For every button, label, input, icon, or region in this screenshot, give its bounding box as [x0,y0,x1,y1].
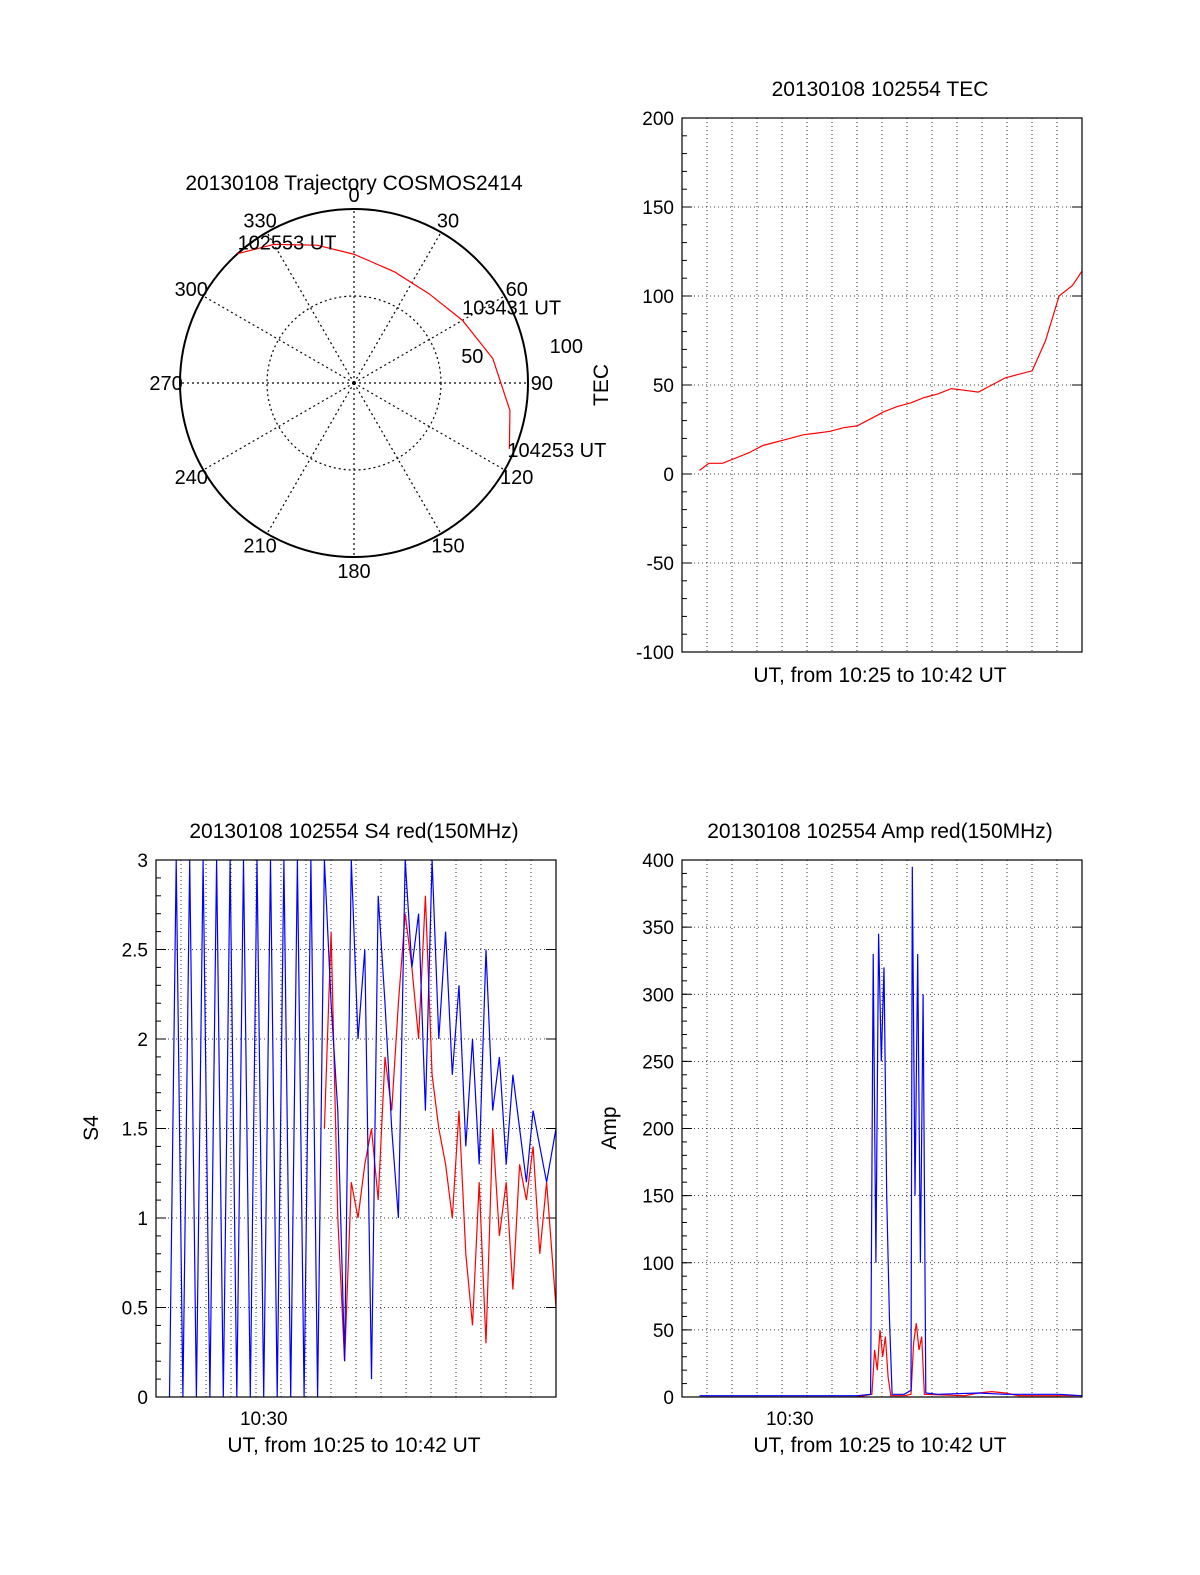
y-tick-label: -50 [647,554,674,575]
s4-title: 20130108 102554 S4 red(150MHz) [189,820,518,843]
polar-angle-label: 150 [431,536,464,558]
polar-angle-label: 210 [243,536,276,558]
x-tick-label: 10:30 [240,1409,288,1430]
y-tick-label: -100 [636,643,674,664]
y-tick-label: 50 [653,376,674,397]
polar-outer-ring [179,208,529,558]
trajectory-panel: 20130108 Trajectory COSMOS2414 0 30 60 90 12… [149,172,606,583]
polar-spoke [203,382,355,471]
polar-angle-label: 270 [149,373,182,395]
y-tick-label: 300 [642,985,674,1006]
y-tick-label: 150 [642,1187,674,1208]
polar-angle-label: 240 [175,467,208,489]
y-tick-label: 0.5 [122,1299,148,1320]
trajectory-title: 20130108 Trajectory COSMOS2414 [185,172,523,195]
s4-xlabel: UT, from 10:25 to 10:42 UT [227,1434,480,1457]
amp-plot-area: 0 50 100 150 200 250 300 350 400 10:30 [642,851,1083,1430]
polar-angle-label: 90 [531,373,553,395]
polar-angle-label: 30 [437,210,459,232]
s4-ylabel: S4 [80,1115,103,1141]
y-tick-label: 250 [642,1052,674,1073]
polar-angle-label: 300 [175,279,208,301]
y-tick-label: 150 [642,198,674,219]
red-series-line [699,270,1082,471]
polar-angle-label: 0 [348,185,359,207]
tec-plot-area: -100 -50 0 50 100 150 200 [636,109,1083,664]
polar-spoke [353,382,442,534]
polar-grid [179,208,529,558]
polar-angle-label: 60 [506,279,528,301]
plot-frame [681,859,1083,1398]
tec-ylabel: TEC [590,364,613,406]
polar-spoke [203,295,355,384]
y-tick-label: 100 [642,287,674,308]
y-tick-label: 0 [663,1388,674,1409]
polar-angle-label: 330 [243,210,276,232]
trajectory-annotation: 103431 UT [462,298,561,320]
y-tick-label: 1 [137,1209,148,1230]
trajectory-line [237,243,511,449]
plot-frame [681,117,1083,653]
y-tick-label: 1.5 [122,1120,148,1141]
y-tick-label: 400 [642,851,674,872]
amp-ylabel: Amp [598,1106,621,1149]
y-tick-label: 350 [642,918,674,939]
red-series-line [323,895,556,1362]
trajectory-annotation: 104253 UT [507,440,606,462]
y-tick-label: 100 [642,1254,674,1275]
tec-panel: 20130108 102554 TEC UT, from 10:25 to 10… [590,78,1083,687]
s4-panel: 20130108 102554 S4 red(150MHz) UT, from … [80,820,557,1457]
y-tick-label: 200 [642,1120,674,1141]
plot-frame [155,859,557,1398]
polar-spoke [353,295,505,384]
y-tick-label: 50 [653,1321,674,1342]
y-tick-label: 3 [137,851,148,872]
polar-spoke [266,382,355,534]
trajectory-annotation: 102553 UT [238,233,337,255]
polar-trajectory [237,243,511,449]
tec-title: 20130108 102554 TEC [772,78,989,101]
y-tick-label: 0 [663,465,674,486]
polar-spoke [266,232,355,384]
amp-title: 20130108 102554 Amp red(150MHz) [707,820,1053,843]
amp-panel: 20130108 102554 Amp red(150MHz) UT, from… [598,820,1083,1457]
s4-plot-area: 0 0.5 1 1.5 2 2.5 3 10:30 [122,851,557,1430]
blue-series-line [168,860,556,1397]
y-tick-label: 2 [137,1030,148,1051]
polar-angle-label: 120 [500,467,533,489]
y-tick-label: 2.5 [122,941,148,962]
red-series-line [699,1323,1082,1397]
y-tick-label: 0 [137,1388,148,1409]
polar-angle-label: 180 [337,561,370,583]
y-tick-label: 200 [642,109,674,130]
polar-radial-label-50: 50 [461,346,483,368]
tec-xlabel: UT, from 10:25 to 10:42 UT [753,664,1006,687]
polar-labels: 0 30 60 90 120 150 180 210 240 270 300 330 50 100 1025… [149,185,606,583]
polar-spoke [353,382,505,471]
x-tick-label: 10:30 [766,1409,814,1430]
amp-xlabel: UT, from 10:25 to 10:42 UT [753,1434,1006,1457]
polar-radial-label-100: 100 [550,336,583,358]
blue-series-line [699,866,1082,1397]
polar-spoke [353,232,442,384]
